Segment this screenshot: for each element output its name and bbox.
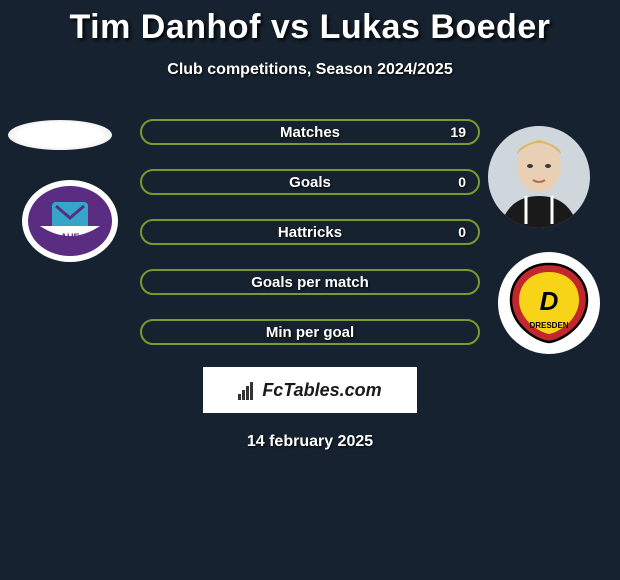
svg-text:FC ERZGEBIRGE: FC ERZGEBIRGE <box>45 193 94 199</box>
svg-text:AUE: AUE <box>60 232 79 242</box>
stat-row-goals-per-match: Goals per match <box>140 269 480 295</box>
club-left-crest: AUE FC ERZGEBIRGE <box>20 178 120 264</box>
stat-right-value: 0 <box>458 171 466 193</box>
stat-right-value: 0 <box>458 221 466 243</box>
player-right-avatar <box>488 126 590 228</box>
page-title: Tim Danhof vs Lukas Boeder <box>0 8 620 47</box>
stat-label: Matches <box>280 124 340 141</box>
stat-row-goals: Goals 0 <box>140 169 480 195</box>
bar-chart-icon <box>238 380 258 400</box>
stat-row-min-per-goal: Min per goal <box>140 319 480 345</box>
date-text: 14 february 2025 <box>0 433 620 451</box>
stat-label: Min per goal <box>266 324 354 341</box>
club-right-crest: D DRESDEN <box>498 252 600 354</box>
stat-right-value: 19 <box>450 121 466 143</box>
stat-row-matches: Matches 19 <box>140 119 480 145</box>
watermark: FcTables.com <box>203 367 417 413</box>
svg-text:DRESDEN: DRESDEN <box>529 321 568 330</box>
stat-row-hattricks: Hattricks 0 <box>140 219 480 245</box>
player-left-avatar <box>8 120 112 150</box>
stat-label: Hattricks <box>278 224 342 241</box>
subtitle: Club competitions, Season 2024/2025 <box>0 61 620 79</box>
stat-label: Goals <box>289 174 331 191</box>
stat-label: Goals per match <box>251 274 369 291</box>
watermark-text: FcTables.com <box>262 380 381 401</box>
svg-text:D: D <box>540 286 559 316</box>
